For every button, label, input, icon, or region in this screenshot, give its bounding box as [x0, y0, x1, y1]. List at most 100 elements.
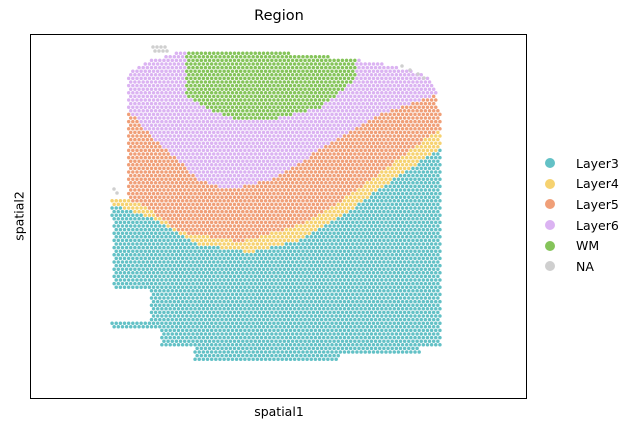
- spot-layer3: [315, 281, 320, 286]
- spot-layer5: [280, 177, 284, 181]
- spot-layer3: [153, 245, 158, 250]
- spot-wm: [297, 83, 301, 88]
- spot-layer3: [153, 274, 158, 279]
- spot-layer6: [220, 159, 224, 163]
- spot-layer6: [234, 170, 239, 174]
- spot-layer4: [137, 209, 141, 214]
- spot-layer5: [392, 155, 397, 160]
- spot-layer5: [143, 191, 148, 196]
- spot-layer6: [255, 134, 260, 138]
- spot-layer6: [361, 73, 365, 77]
- spot-layer6: [363, 69, 367, 73]
- spot-layer6: [363, 112, 367, 117]
- spot-layer5: [203, 217, 208, 221]
- spot-layer3: [317, 249, 322, 253]
- spot-layer5: [228, 195, 233, 199]
- spot-layer3: [340, 238, 345, 243]
- spot-layer6: [147, 62, 152, 66]
- spot-layer3: [390, 202, 394, 207]
- spot-layer3: [207, 253, 212, 257]
- spot-layer5: [417, 119, 421, 124]
- spot-layer6: [162, 130, 166, 135]
- spot-layer5: [230, 227, 235, 232]
- spot-layer6: [353, 123, 357, 127]
- spot-layer6: [222, 170, 226, 174]
- spot-layer3: [158, 253, 162, 257]
- spot-layer5: [367, 163, 372, 167]
- spot-layer5: [276, 206, 280, 210]
- spot-layer5: [216, 224, 220, 228]
- spot-layer5: [133, 130, 137, 135]
- spot-wm: [270, 94, 274, 99]
- spot-wm: [332, 80, 336, 84]
- spot-layer3: [336, 217, 340, 221]
- spot-layer3: [315, 260, 320, 264]
- spot-wm: [193, 55, 197, 59]
- spot-layer3: [297, 271, 301, 275]
- spot-layer3: [344, 260, 349, 264]
- spot-layer5: [253, 195, 257, 199]
- spot-layer3: [286, 260, 291, 264]
- spot-layer4: [355, 199, 359, 203]
- spot-layer3: [384, 220, 388, 225]
- spot-layer3: [421, 184, 426, 189]
- spot-layer6: [253, 152, 257, 156]
- spot-layer6: [265, 173, 270, 178]
- spot-layer5: [388, 163, 392, 167]
- spot-layer5: [187, 231, 191, 235]
- spot-layer3: [421, 249, 426, 253]
- spot-layer3: [427, 224, 432, 228]
- spot-layer6: [182, 123, 187, 127]
- spot-layer6: [342, 91, 347, 95]
- spot-layer5: [384, 155, 388, 160]
- spot-layer3: [120, 209, 125, 214]
- spot-layer5: [342, 148, 347, 153]
- spot-layer3: [351, 242, 355, 246]
- spot-layer3: [363, 227, 367, 232]
- spot-layer5: [191, 173, 195, 178]
- spot-layer3: [276, 263, 280, 268]
- spot-wm: [272, 112, 276, 117]
- spot-layer3: [355, 206, 359, 210]
- spot-layer3: [396, 213, 401, 217]
- spot-layer3: [351, 213, 355, 217]
- spot-layer6: [295, 116, 299, 120]
- spot-layer5: [419, 130, 423, 135]
- spot-layer5: [431, 123, 436, 127]
- spot-layer3: [290, 274, 295, 279]
- spot-layer3: [276, 249, 280, 253]
- spot-layer4: [384, 170, 388, 174]
- spot-layer6: [135, 98, 139, 102]
- spot-layer6: [218, 127, 222, 131]
- spot-layer5: [216, 202, 220, 207]
- spot-wm: [247, 55, 251, 59]
- spot-layer6: [388, 69, 392, 73]
- spot-layer3: [334, 242, 338, 246]
- spot-layer6: [232, 130, 237, 135]
- spot-layer3: [212, 289, 216, 293]
- spot-layer3: [423, 173, 428, 178]
- spot-layer5: [315, 173, 320, 178]
- spot-wm: [259, 76, 264, 81]
- spot-layer3: [158, 281, 162, 286]
- spot-layer5: [180, 220, 185, 225]
- spot-layer5: [201, 213, 206, 217]
- spot-layer4: [253, 245, 257, 250]
- spot-layer5: [153, 181, 158, 185]
- spot-layer3: [348, 209, 353, 214]
- spot-layer3: [228, 289, 233, 293]
- spot-layer3: [431, 195, 436, 199]
- spot-layer6: [193, 134, 197, 138]
- spot-layer5: [415, 123, 419, 127]
- spot-layer3: [203, 289, 208, 293]
- spot-layer3: [230, 278, 235, 282]
- spot-layer5: [346, 141, 351, 145]
- spot-layer6: [160, 127, 164, 131]
- spot-layer6: [201, 134, 206, 138]
- spot-wm: [203, 73, 208, 77]
- spot-layer5: [245, 188, 249, 192]
- spot-layer3: [429, 242, 434, 246]
- spot-layer3: [205, 249, 210, 253]
- spot-layer5: [153, 159, 158, 163]
- spot-wm: [286, 58, 291, 63]
